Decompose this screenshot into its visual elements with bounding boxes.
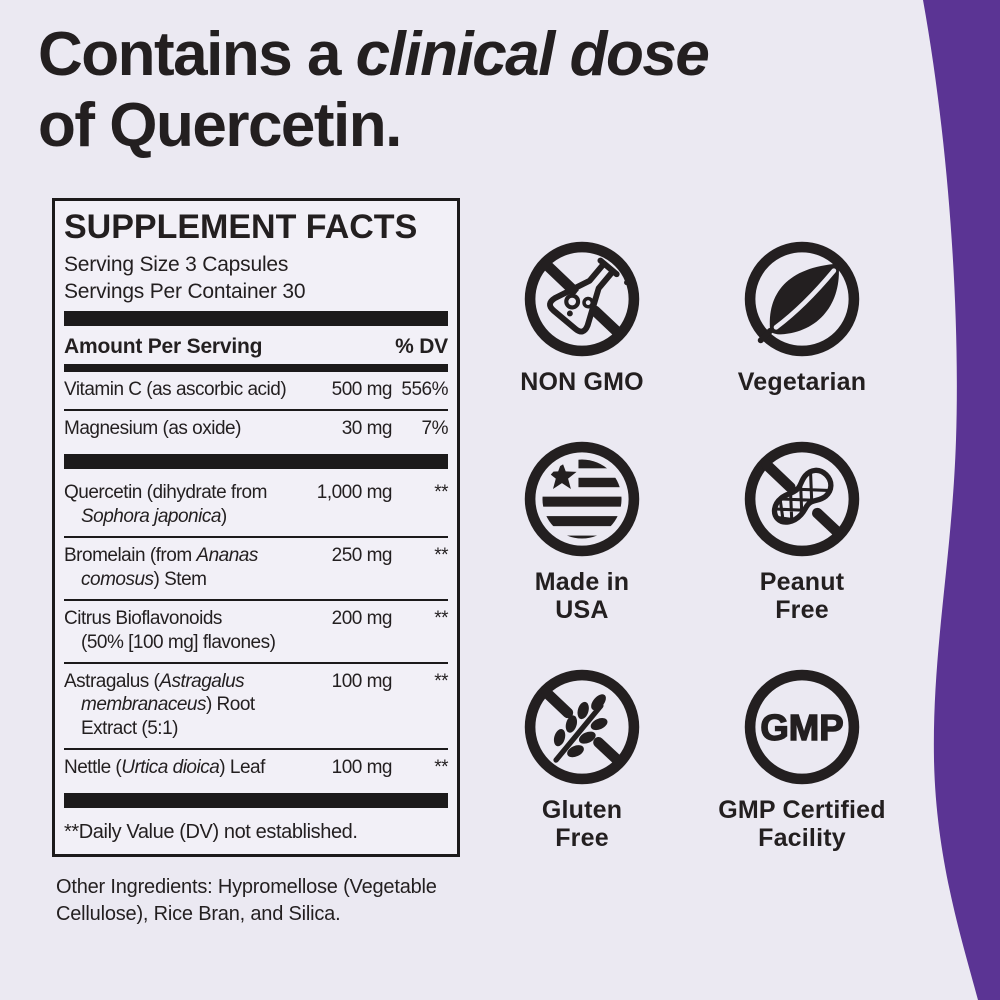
ingredient-dv: ** (434, 670, 448, 692)
badge-label: Vegetarian (737, 368, 867, 396)
badge-gluten-free: Gluten Free (492, 668, 672, 852)
supplement-row: Vitamin C (as ascorbic acid) 500 mg 556% (64, 372, 449, 409)
section-divider-bar (64, 453, 448, 469)
row-separator (64, 748, 448, 751)
ingredient-name: Bromelain (from Ananas comosus) Stem (64, 544, 258, 590)
gmp-icon-text: GMP (760, 707, 843, 748)
supplement-row: Nettle (Urtica dioica) Leaf 100 mg ** (64, 750, 449, 787)
ingredient-amount: 200 mg (331, 607, 393, 629)
supplement-row: Magnesium (as oxide) 30 mg 7% (64, 411, 449, 448)
made-in-usa-flag-icon (524, 441, 640, 557)
ingredient-amount: 100 mg (331, 670, 393, 692)
panel-title: SUPPLEMENT FACTS (64, 208, 418, 246)
percent-dv-header: % DV (395, 335, 448, 358)
headline-prefix: Contains a (38, 20, 356, 89)
badge-vegetarian: Vegetarian (712, 240, 892, 396)
no-gmo-flask-icon (524, 241, 640, 357)
ingredient-amount: 100 mg (331, 757, 393, 779)
divider-thick-bar (64, 793, 448, 809)
badge-label: Gluten Free (541, 796, 623, 852)
ingredient-dv: ** (434, 544, 448, 566)
no-peanut-icon (744, 441, 860, 557)
divider-thick-bar (64, 311, 448, 326)
ingredient-amount: 1,000 mg (316, 481, 393, 503)
headline: Contains a clinical dose of Quercetin. (38, 20, 938, 161)
ingredient-dv: ** (434, 607, 448, 629)
supplement-row: Bromelain (from Ananas comosus) Stem 250 … (64, 538, 449, 599)
ingredient-amount: 250 mg (331, 544, 393, 566)
supplement-facts-panel: SUPPLEMENT FACTS Serving Size 3 Capsules… (52, 198, 460, 858)
ingredient-dv: ** (434, 757, 448, 779)
row-separator (64, 408, 448, 411)
ingredient-name: Nettle (Urtica dioica) Leaf (64, 757, 265, 779)
column-header-row: Amount Per Serving % DV (64, 332, 448, 364)
supplement-row: Quercetin (dihydrate from Sophora japoni… (64, 475, 449, 536)
badge-label: GMP Certified Facility (718, 796, 886, 852)
other-ingredients: Other Ingredients: Hypromellose (Vegetab… (56, 876, 437, 926)
badge-label: Made in USA (534, 568, 630, 624)
gmp-circle-icon: GMP (744, 669, 860, 785)
headline-emphasis: clinical dose (355, 20, 710, 89)
ingredient-amount: 30 mg (341, 417, 393, 439)
ingredient-dv: 556% (401, 379, 448, 400)
ingredient-name: Citrus Bioflavonoids (50% [100 mg] flavo… (64, 607, 276, 653)
ingredient-name: Quercetin (dihydrate from Sophora japoni… (64, 481, 267, 527)
daily-value-footnote: **Daily Value (DV) not established. (64, 821, 358, 844)
badge-non-gmo: NON GMO (492, 240, 672, 396)
divider-medium-bar (64, 364, 448, 372)
badge-gmp-certified: GMP GMP Certified Facility (712, 668, 892, 852)
supplement-row: Astragalus (Astragalus membranaceus) Roo… (64, 664, 449, 749)
row-separator (64, 598, 448, 601)
vegetarian-leaf-icon (744, 241, 860, 357)
purple-wave-accent (923, 0, 1000, 1000)
amount-per-serving-header: Amount Per Serving (64, 335, 263, 358)
badge-label: NON GMO (520, 368, 644, 396)
left-column: SUPPLEMENT FACTS Serving Size 3 Capsules… (52, 198, 460, 928)
row-separator (64, 535, 448, 538)
serving-size: Serving Size 3 Capsules (64, 253, 289, 277)
servings-per-container: Servings Per Container 30 (64, 279, 306, 303)
row-separator (64, 661, 448, 664)
headline-line2: of Quercetin. (38, 90, 402, 160)
ingredient-dv: 7% (421, 417, 449, 439)
ingredient-name: Vitamin C (as ascorbic acid) (64, 379, 287, 400)
no-wheat-icon (524, 669, 640, 785)
ingredient-dv: ** (434, 481, 448, 503)
ingredient-name: Astragalus (Astragalus membranaceus) Roo… (64, 670, 255, 740)
supplement-row: Citrus Bioflavonoids (50% [100 mg] flavo… (64, 601, 449, 662)
badge-grid: NON GMO Vegetarian (492, 240, 892, 852)
badge-label: Peanut Free (759, 568, 845, 624)
ingredient-name: Magnesium (as oxide) (64, 417, 241, 439)
sf-rows: Vitamin C (as ascorbic acid) 500 mg 556% Ma… (64, 372, 449, 787)
badge-peanut-free: Peanut Free (712, 440, 892, 624)
ingredient-amount: 500 mg (331, 379, 393, 400)
badge-made-in-usa: Made in USA (492, 440, 672, 624)
